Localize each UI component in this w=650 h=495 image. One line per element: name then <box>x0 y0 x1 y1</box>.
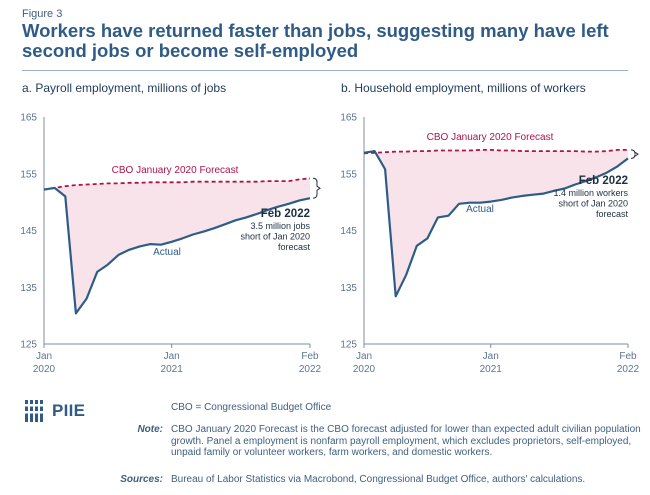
forecast-series-label: CBO January 2020 Forecast <box>427 132 554 143</box>
piie-logo-text: PIIE <box>52 401 86 420</box>
annotation-line: forecast <box>278 242 311 252</box>
actual-series-label: Actual <box>153 247 181 258</box>
piie-logo: PIIE <box>22 398 85 424</box>
y-tick-label: 155 <box>340 169 357 180</box>
gap-bracket <box>630 149 639 159</box>
y-tick-label: 125 <box>340 340 357 351</box>
panel-b-title: b. Household employment, millions of wor… <box>341 81 586 95</box>
forecast-line <box>363 149 628 155</box>
y-tick-label: 125 <box>20 340 37 351</box>
sources-text: Bureau of Labor Statistics via Macrobond… <box>171 474 586 485</box>
x-tick-label: Jan <box>483 351 499 362</box>
x-tick-label: Jan <box>36 351 52 362</box>
panel-b-chart: 165155145135125Jan2020Jan2021Feb2022CBO … <box>340 113 640 376</box>
abbreviation-note: CBO = Congressional Budget Office <box>171 402 332 413</box>
actual-series-label: Actual <box>466 204 494 215</box>
panel-a-chart: 165155145135125Jan2020Jan2021Feb2022CBO … <box>20 113 322 376</box>
y-tick-label: 165 <box>20 113 37 124</box>
x-tick-label: 2020 <box>353 364 376 375</box>
y-tick-label: 135 <box>340 283 357 294</box>
x-tick-label: Feb <box>619 351 637 362</box>
annotation-line: 1.4 million workers <box>553 188 628 198</box>
x-tick-label: Jan <box>356 351 372 362</box>
x-tick-label: Feb <box>301 351 319 362</box>
annotation-line: forecast <box>596 209 629 219</box>
annotation-date: Feb 2022 <box>579 175 628 187</box>
sources-label: Sources: <box>120 474 163 485</box>
note-label: Note: <box>137 424 163 435</box>
piie-logo-icon <box>22 400 46 422</box>
actual-line <box>43 186 311 315</box>
gap-bracket <box>312 177 321 199</box>
x-tick-label: 2022 <box>617 364 640 375</box>
title-divider <box>22 70 628 71</box>
x-tick-label: 2020 <box>33 364 56 375</box>
x-tick-label: Jan <box>164 351 180 362</box>
actual-line <box>363 150 629 298</box>
gap-shaded-area <box>364 149 628 297</box>
note-text: CBO January 2020 Forecast is the CBO for… <box>171 424 641 458</box>
chart-title: Workers have returned faster than jobs, … <box>22 20 609 61</box>
annotation-line: 3.5 million jobs <box>250 221 310 231</box>
x-tick-label: 2021 <box>161 364 184 375</box>
annotation-date: Feb 2022 <box>261 208 310 220</box>
y-tick-label: 145 <box>20 226 37 237</box>
forecast-series-label: CBO January 2020 Forecast <box>112 165 239 176</box>
x-tick-label: 2022 <box>299 364 322 375</box>
y-tick-label: 155 <box>20 169 37 180</box>
annotation-line: short of Jan 2020 <box>558 199 628 209</box>
y-tick-label: 165 <box>340 113 357 124</box>
x-tick-label: 2021 <box>480 364 503 375</box>
y-tick-label: 145 <box>340 226 357 237</box>
figure-label: Figure 3 <box>22 8 63 20</box>
forecast-line <box>43 177 311 191</box>
panel-a-title: a. Payroll employment, millions of jobs <box>22 81 227 95</box>
y-tick-label: 135 <box>20 283 37 294</box>
annotation-line: short of Jan 2020 <box>240 232 310 242</box>
gap-shaded-area <box>44 178 310 314</box>
